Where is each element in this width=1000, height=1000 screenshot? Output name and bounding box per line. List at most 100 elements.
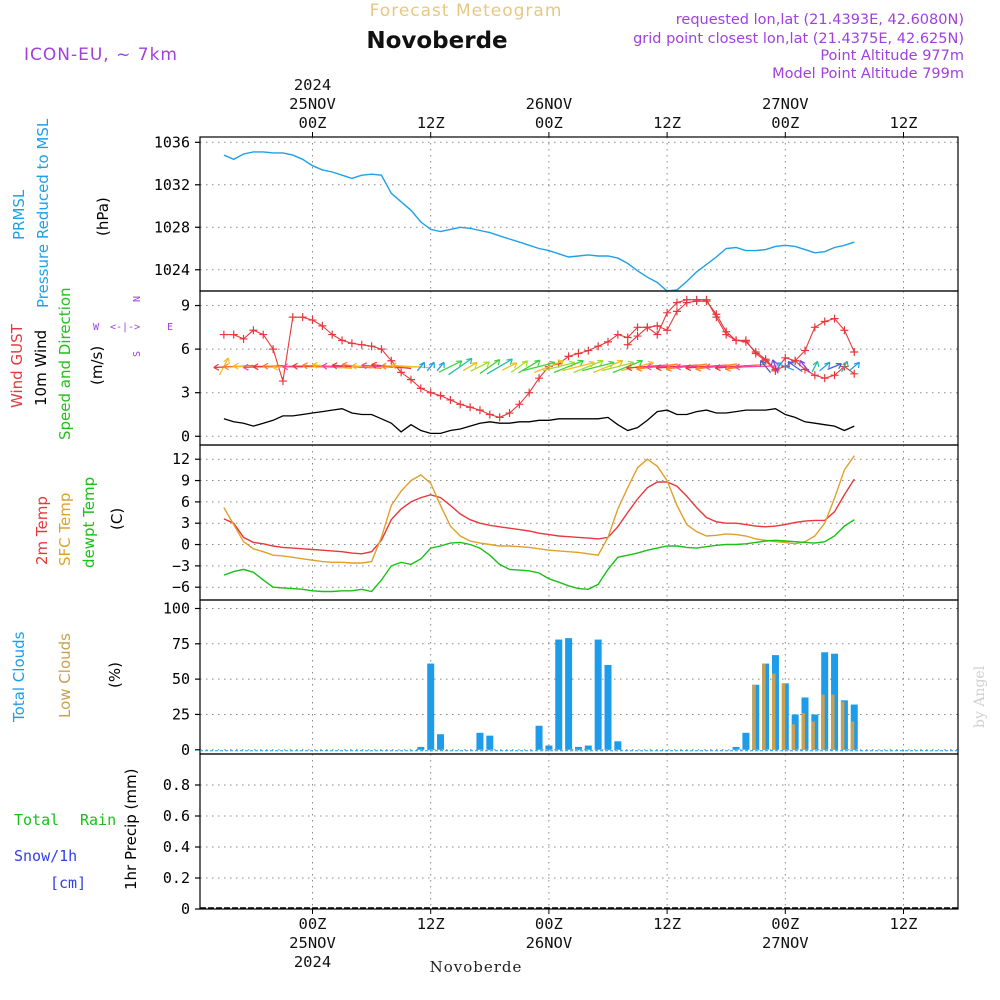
point-altitude: Point Altitude 977m <box>820 48 964 64</box>
wind-speed-line <box>224 409 854 434</box>
y-tick-label: 0.2 <box>163 869 190 887</box>
gust-marker <box>220 331 228 339</box>
gust-marker <box>811 323 819 331</box>
gust-line-secondary <box>628 301 855 369</box>
gust-marker <box>594 342 602 350</box>
time-axis-label: 27NOV <box>762 934 809 952</box>
gust-marker <box>614 331 622 339</box>
total-cloud-bar <box>565 638 572 750</box>
y-tick-label: 0.6 <box>163 807 190 825</box>
pressure-label-msl: Pressure Reduced to MSL <box>34 118 52 308</box>
wind-label-10m: 10m Wind <box>32 330 50 406</box>
pressure-line <box>224 152 854 291</box>
temperature-panel: −6−3036912 <box>172 445 958 600</box>
pressure-panel: 1024 1028 1032 1036 <box>154 133 958 291</box>
temp-label-dewpt: dewpt Temp <box>80 477 98 568</box>
y-tick-label: 1036 <box>154 133 190 151</box>
precip-panel: 0 0.2 0.4 0.6 0.8 <box>163 754 958 918</box>
y-tick-label: 12 <box>172 450 190 468</box>
time-axis-label: 27NOV <box>762 95 809 113</box>
time-axis-label: 00Z <box>299 915 327 933</box>
total-cloud-bar <box>427 664 434 750</box>
temp-2m-line <box>224 479 854 554</box>
total-cloud-bar <box>595 640 602 750</box>
gust-marker <box>358 341 366 349</box>
time-axis-label: 00Z <box>299 114 327 132</box>
total-cloud-bar <box>575 747 582 750</box>
pressure-label-prmsl: PRMSL <box>10 189 28 240</box>
gust-marker <box>230 331 238 339</box>
time-axis-label: 12Z <box>653 915 681 933</box>
gust-marker <box>584 347 592 355</box>
gust-marker <box>565 352 573 360</box>
time-axis-label: 2024 <box>294 76 331 94</box>
gust-marker <box>476 406 484 414</box>
gust-marker <box>574 349 582 357</box>
time-axis-label: 12Z <box>653 114 681 132</box>
y-tick-label: 100 <box>163 599 190 617</box>
total-cloud-bar <box>476 733 483 750</box>
compass-arrows: <-|-> <box>110 322 140 333</box>
gust-marker <box>259 331 267 339</box>
time-axis-label: 26NOV <box>526 95 573 113</box>
y-tick-label: 3 <box>181 384 190 402</box>
gust-marker <box>299 313 307 321</box>
y-tick-label: 0 <box>181 427 190 445</box>
gust-marker <box>821 318 829 326</box>
location-title: Novoberde <box>366 28 507 54</box>
low-cloud-bar <box>821 695 825 750</box>
cloud-label-unit: (%) <box>106 662 124 688</box>
gust-marker <box>653 331 661 339</box>
y-tick-label: 6 <box>181 493 190 511</box>
precip-axis-label: 1hr Precip (mm) <box>122 769 140 890</box>
low-cloud-bar <box>782 683 786 749</box>
wind-label-unit: (m/s) <box>88 346 106 385</box>
y-tick-label: 0 <box>181 900 190 918</box>
total-cloud-bar <box>437 734 444 750</box>
y-tick-label: 0 <box>181 536 190 554</box>
y-tick-label: 50 <box>172 670 190 688</box>
gust-marker <box>693 297 701 305</box>
pressure-label-unit: (hPa) <box>94 197 112 236</box>
time-axis-label: 00Z <box>771 114 799 132</box>
total-cloud-bar <box>486 736 493 750</box>
gust-marker <box>486 410 494 418</box>
low-cloud-bar <box>772 673 776 749</box>
time-axis-label: 12Z <box>890 915 918 933</box>
total-cloud-bar <box>614 741 621 749</box>
model-altitude: Model Point Altitude 799m <box>772 66 964 82</box>
gust-marker <box>496 413 504 421</box>
y-tick-label: −3 <box>172 557 190 575</box>
compass-n: N <box>132 296 143 302</box>
wind-direction-arrow <box>480 360 500 374</box>
wind-labels: Wind GUST 10m Wind Speed and Direction (… <box>8 287 106 440</box>
temp-label-unit: (C) <box>108 508 126 530</box>
gust-marker <box>289 313 297 321</box>
y-tick-label: 9 <box>181 297 190 315</box>
total-cloud-bar <box>417 747 424 750</box>
time-axis-label: 25NOV <box>289 95 336 113</box>
precip-label-total: Total <box>14 811 59 829</box>
gust-marker <box>604 338 612 346</box>
cloud-label-total: Total Clouds <box>10 631 28 723</box>
gust-marker <box>466 403 474 411</box>
watermark: by Angel <box>972 665 988 728</box>
model-label: ICON-EU, ~ 7km <box>24 45 178 65</box>
footer-location: Novoberde <box>430 958 523 976</box>
gust-marker <box>348 339 356 347</box>
panel-frame <box>200 754 958 909</box>
y-tick-label: 3 <box>181 514 190 532</box>
grid-point-coords: grid point closest lon,lat (21.4375E, 42… <box>633 31 964 47</box>
gust-marker <box>309 316 317 324</box>
gust-marker <box>446 396 454 404</box>
gust-marker <box>850 370 858 378</box>
temp-label-sfc: SFC Temp <box>56 493 74 566</box>
y-tick-label: 1024 <box>154 261 190 279</box>
low-cloud-bar <box>851 722 855 750</box>
gust-marker <box>427 389 435 397</box>
y-tick-label: 75 <box>172 635 190 653</box>
gust-marker <box>279 377 287 385</box>
temperature-labels: 2m Temp SFC Temp dewpt Temp (C) <box>33 477 126 568</box>
clouds-panel: 0255075100 <box>163 599 958 758</box>
low-cloud-bar <box>841 702 845 750</box>
